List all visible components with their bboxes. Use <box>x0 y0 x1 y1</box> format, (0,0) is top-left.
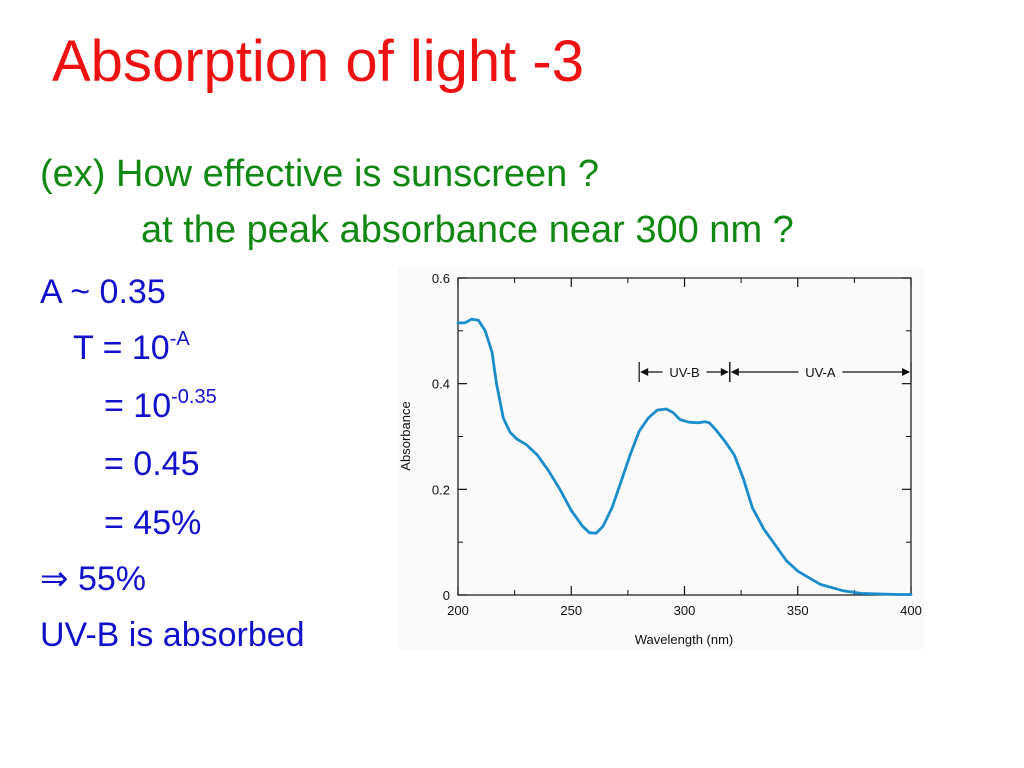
x-tick-label: 250 <box>560 603 582 618</box>
result-percent: = 45% <box>104 504 202 542</box>
transmittance-base: T = 10 <box>73 329 170 367</box>
band-label: UV-A <box>805 365 836 380</box>
question-line-1: (ex) How effective is sunscreen ? <box>40 153 599 195</box>
transmittance-exponent: -A <box>169 328 190 350</box>
absorbance-chart: 200 250 300 350 400 0 0.2 0.4 0.6 Absorbance Wav… <box>398 268 924 650</box>
arrow-left-icon <box>640 368 649 376</box>
substitution-exponent: -0.35 <box>171 386 217 408</box>
absorbed-percent: 55% <box>77 560 147 598</box>
transmittance-formula: T = 10-A <box>73 328 190 367</box>
band-label: UV-B <box>669 365 699 380</box>
implies-arrow-icon: ⇒ <box>40 560 69 598</box>
absorbance-value: A ~ 0.35 <box>40 273 166 311</box>
arrow-right-icon <box>902 368 910 376</box>
implication-line: ⇒ 55% <box>40 560 147 598</box>
absorbance-curve <box>456 317 913 596</box>
y-tick-label: 0.2 <box>432 482 450 497</box>
x-axis-label: Wavelength (nm) <box>635 632 734 647</box>
plot-frame <box>457 277 912 596</box>
x-tick-label: 350 <box>787 603 809 618</box>
y-tick-label: 0 <box>443 588 450 603</box>
substitution-base: = 10 <box>104 387 172 425</box>
conclusion-text: UV-B is absorbed <box>40 616 305 654</box>
arrow-right-icon <box>720 368 729 376</box>
y-tick-label: 0.6 <box>432 271 450 286</box>
substitution-step: = 10-0.35 <box>104 386 217 425</box>
arrow-left-icon <box>730 368 739 376</box>
x-tick-label: 200 <box>447 603 469 618</box>
x-tick-label: 300 <box>674 603 696 618</box>
y-axis-label: Absorbance <box>398 401 413 470</box>
tick-marks <box>457 277 912 596</box>
question-line-2: at the peak absorbance near 300 nm ? <box>141 209 794 251</box>
result-fraction: = 0.45 <box>104 445 200 483</box>
x-tick-label: 400 <box>900 603 922 618</box>
tick-labels: 200 250 300 350 400 0 0.2 0.4 0.6 <box>432 271 922 618</box>
slide-title: Absorption of light -3 <box>52 29 584 94</box>
uv-band-annotations: UV-B UV-A <box>638 362 912 382</box>
y-tick-label: 0.4 <box>432 377 450 392</box>
